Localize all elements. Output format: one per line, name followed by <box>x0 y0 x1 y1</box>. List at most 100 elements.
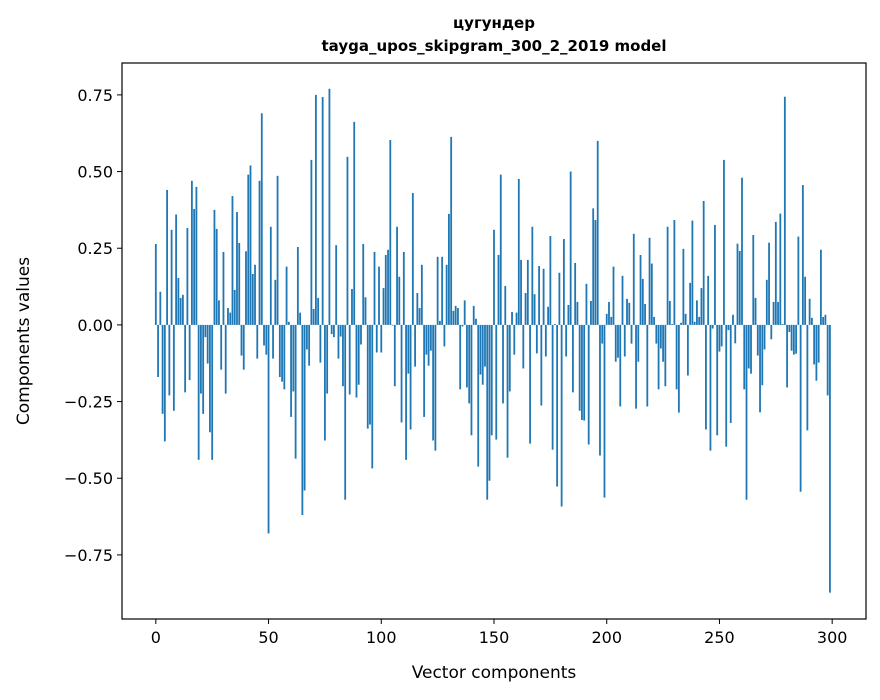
bar-component-145 <box>481 324 484 385</box>
bar-component-134 <box>457 308 459 325</box>
bar-component-196 <box>596 140 599 325</box>
bar-component-27 <box>215 228 218 325</box>
bar-component-241 <box>698 316 701 325</box>
bar-component-42 <box>249 165 252 325</box>
bar-component-131 <box>450 136 453 325</box>
bar-component-4 <box>163 324 166 442</box>
bar-component-22 <box>204 324 207 338</box>
bar-component-269 <box>761 324 764 386</box>
bar-component-279 <box>783 96 786 325</box>
y-tick-label: 0.25 <box>77 239 113 258</box>
bar-component-18 <box>195 186 198 325</box>
bar-component-247 <box>711 324 714 329</box>
bar-component-298 <box>826 324 829 396</box>
bar-component-228 <box>668 300 671 325</box>
bar-component-126 <box>438 320 441 325</box>
bar-component-242 <box>700 288 703 325</box>
bar-component-280 <box>786 324 788 388</box>
bar-component-275 <box>774 221 777 325</box>
bar-component-139 <box>468 324 471 404</box>
bar-component-255 <box>729 324 732 424</box>
bar-component-46 <box>258 180 261 325</box>
bar-component-17 <box>193 208 196 325</box>
bar-component-231 <box>675 324 678 390</box>
bar-component-204 <box>614 324 617 362</box>
bar-component-25 <box>211 324 214 460</box>
bar-component-64 <box>299 312 302 325</box>
bar-component-213 <box>635 324 637 409</box>
bar-component-99 <box>378 266 380 325</box>
x-tick-label: 300 <box>817 628 848 647</box>
bar-component-181 <box>562 239 565 325</box>
bar-component-81 <box>337 324 340 359</box>
bar-component-238 <box>691 220 694 325</box>
bar-component-115 <box>414 324 416 367</box>
bar-component-62 <box>294 324 297 459</box>
bar-component-167 <box>531 226 534 325</box>
bar-component-148 <box>488 324 491 481</box>
bar-component-14 <box>186 227 189 325</box>
bar-component-237 <box>689 282 692 325</box>
y-tick-label: −0.75 <box>64 546 113 565</box>
bar-component-65 <box>301 324 304 516</box>
bar-component-164 <box>524 293 527 325</box>
bar-component-155 <box>504 285 507 325</box>
bar-component-112 <box>407 324 410 374</box>
bar-component-40 <box>245 251 247 325</box>
bar-component-156 <box>506 324 509 458</box>
bar-component-132 <box>452 310 455 325</box>
bar-component-180 <box>560 324 563 507</box>
bar-component-122 <box>429 324 432 351</box>
x-tick-label: 50 <box>258 628 278 647</box>
plot-frame <box>121 62 867 620</box>
bar-component-288 <box>804 276 807 325</box>
y-tick-label: 0.75 <box>77 86 113 105</box>
bar-component-136 <box>461 324 464 327</box>
bar-component-29 <box>220 324 223 370</box>
bar-component-260 <box>741 177 743 325</box>
bar-component-88 <box>353 121 356 325</box>
bar-component-137 <box>463 300 466 325</box>
bar-component-176 <box>551 324 554 450</box>
bar-component-203 <box>612 266 615 325</box>
bar-component-188 <box>578 324 581 411</box>
bar-component-252 <box>723 159 725 325</box>
bar-component-253 <box>725 324 728 447</box>
bar-component-239 <box>693 321 696 325</box>
bar-component-56 <box>281 324 283 382</box>
bar-component-73 <box>319 324 322 363</box>
bar-component-182 <box>565 324 568 357</box>
y-tick-label: 0.50 <box>77 163 113 182</box>
bar-component-193 <box>590 300 592 325</box>
bar-component-101 <box>382 288 385 325</box>
bar-component-285 <box>797 236 800 325</box>
bar-component-6 <box>168 324 171 396</box>
bar-component-141 <box>472 305 475 325</box>
bar-component-178 <box>556 324 559 487</box>
bar-component-209 <box>626 298 628 325</box>
bar-component-262 <box>745 324 748 500</box>
bar-component-250 <box>718 324 721 352</box>
bar-component-8 <box>172 324 175 411</box>
bar-component-120 <box>425 324 428 355</box>
bar-component-224 <box>659 324 662 349</box>
bar-component-259 <box>738 250 741 325</box>
bar-component-45 <box>256 324 259 359</box>
bar-component-295 <box>820 249 822 325</box>
bar-component-166 <box>529 324 531 444</box>
bar-component-245 <box>707 275 710 325</box>
bar-component-94 <box>366 324 369 429</box>
bar-component-274 <box>772 301 775 325</box>
bar-component-128 <box>443 324 446 347</box>
bar-component-173 <box>544 324 547 357</box>
bar-component-251 <box>720 324 723 347</box>
bar-component-59 <box>287 321 290 325</box>
bar-component-163 <box>522 324 525 369</box>
bar-component-2 <box>159 291 162 325</box>
bar-component-223 <box>657 324 660 390</box>
bar-component-123 <box>432 324 435 441</box>
bar-component-197 <box>599 324 601 456</box>
bar-component-240 <box>696 300 698 325</box>
bar-component-108 <box>398 276 401 325</box>
bar-component-292 <box>813 324 816 365</box>
